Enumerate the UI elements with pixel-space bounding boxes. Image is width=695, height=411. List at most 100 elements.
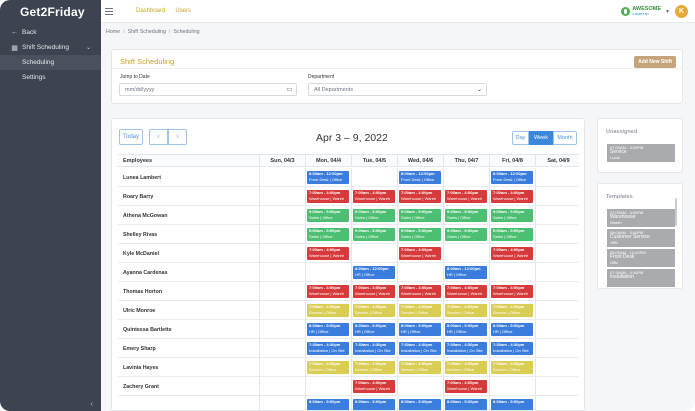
shift-block[interactable]: 9:00am - 5:00pm Sales | Office [307, 228, 349, 241]
shift-block[interactable]: 8:00am - 12:00pm Front Desk | Office [307, 171, 349, 184]
shift-block[interactable]: 9:00am - 5:00pm Sales | Office [399, 209, 441, 222]
template-card[interactable]: 08:00AM - 5:00PM Customer Service Offic [607, 229, 675, 247]
shift-block[interactable]: 7:00am - 4:00pm Warehouse | Wareh [445, 380, 487, 393]
shift-block[interactable]: 7:00am - 4:00pm Service | Office [445, 304, 487, 317]
shift-block[interactable]: 7:30am - 4:30pm Installation | On Site [307, 342, 349, 355]
employee-name[interactable]: Kyle McDaniel [123, 250, 159, 257]
collapse-chevron-icon[interactable]: ‹ [90, 399, 93, 408]
shift-label: HR | Office [355, 329, 375, 334]
shift-block[interactable]: 7:00am - 4:00pm Warehouse | Wareh [353, 380, 395, 393]
sidebar-item-settings[interactable]: Settings [0, 70, 101, 85]
shift-block[interactable]: 9:00am - 5:00pm Sales | Office [353, 209, 395, 222]
shift-block[interactable]: 7:00am - 4:00pm Service | Office [491, 361, 533, 374]
shift-block[interactable]: 7:00am - 4:00pm Service | Office [307, 304, 349, 317]
shift-block[interactable]: 7:30am - 4:30pm Installation | On Site [353, 342, 395, 355]
shift-block[interactable]: 8:00am - 5:00pm HR | Office [353, 323, 395, 336]
sidebar-item-scheduling[interactable]: Scheduling [0, 55, 101, 70]
view-month-button[interactable]: Month [553, 131, 577, 145]
hamburger-menu-icon[interactable] [105, 7, 113, 15]
nav-link-users[interactable]: Users [175, 8, 192, 14]
templates-scrollbar[interactable] [675, 198, 677, 226]
view-day-button[interactable]: Day [512, 131, 529, 145]
shift-block[interactable]: 8:00am - 12:00pm Front Desk | Office [399, 171, 441, 184]
shift-block[interactable]: 8:00am - 12:00pm Front Desk | Office [491, 171, 533, 184]
employee-name[interactable]: Lavinia Hayes [123, 364, 159, 371]
employee-name[interactable]: Thomas Horton [123, 288, 163, 295]
caret-down-icon[interactable]: ▼ [665, 9, 670, 15]
shift-block[interactable]: 8:00am - 5:00pm HR | Office [399, 323, 441, 336]
shift-block[interactable]: 9:00am - 5:00pm Sales | Office [353, 228, 395, 241]
employee-name[interactable]: Shelley Rivas [123, 231, 158, 238]
date-input[interactable]: mm/dd/yyyy ▭ [119, 83, 297, 96]
shift-block[interactable]: 7:00am - 4:00pm Service | Office [353, 361, 395, 374]
add-new-shift-button[interactable]: Add New Shift [634, 56, 676, 68]
sidebar-item-shift-scheduling[interactable]: ▦ Shift Scheduling ⌄ [0, 40, 101, 55]
shift-block[interactable]: 8:00am - 5:00pm [307, 399, 349, 410]
shift-block[interactable]: 8:00am - 5:00pm [399, 399, 441, 410]
shift-block[interactable]: 9:00am - 5:00pm Sales | Office [445, 228, 487, 241]
shift-time: 8:00am - 5:00pm [309, 399, 341, 404]
user-avatar[interactable]: K [675, 5, 688, 18]
template-card[interactable]: 08:00AM - 12:00PM Front Desk Offic [607, 249, 675, 267]
template-card[interactable]: 07:30AM - 4:30PM Installation [607, 269, 675, 287]
column-header-employees: Employees [123, 158, 153, 164]
employee-name[interactable]: Quintessa Bartlette [123, 326, 172, 333]
shift-block[interactable]: 7:00am - 4:00pm Warehouse | Wareh [399, 285, 441, 298]
shift-block[interactable]: 7:00am - 4:00pm Warehouse | Wareh [307, 190, 349, 203]
shift-block[interactable]: 8:00am - 5:00pm HR | Office [491, 323, 533, 336]
shift-block[interactable]: 7:00am - 4:00pm Warehouse | Wareh [491, 247, 533, 260]
shift-block[interactable]: 7:00am - 4:00pm Warehouse | Wareh [399, 247, 441, 260]
shift-block[interactable]: 7:00am - 4:00pm Warehouse | Wareh [445, 190, 487, 203]
shift-block[interactable]: 7:00am - 4:00pm Warehouse | Wareh [353, 285, 395, 298]
shift-block[interactable]: 9:00am - 5:00pm Sales | Office [491, 209, 533, 222]
shift-block[interactable]: 7:30am - 4:30pm Installation | On Site [399, 342, 441, 355]
shift-block[interactable]: 9:00am - 5:00pm Sales | Office [399, 228, 441, 241]
unassigned-shift-card[interactable]: 07:00AM - 3:00PM Service Local [607, 144, 675, 162]
employee-name[interactable]: Zachery Grant [123, 383, 159, 390]
shift-block[interactable]: 7:00am - 4:00pm Service | Office [445, 361, 487, 374]
shift-block[interactable]: 8:00am - 5:00pm [491, 399, 533, 410]
employee-name[interactable]: Ayanna Cardenas [123, 269, 168, 276]
department-select[interactable]: All Departments ⌄ [308, 83, 487, 96]
employee-name[interactable]: Ulric Monroe [123, 307, 156, 314]
shift-block[interactable]: 8:00am - 5:00pm [445, 399, 487, 410]
shift-block[interactable]: 8:00am - 12:00pm HR | Office [445, 266, 487, 279]
shift-block[interactable]: 7:00am - 4:00pm Service | Office [399, 361, 441, 374]
shift-block[interactable]: 9:00am - 5:00pm Sales | Office [307, 209, 349, 222]
breadcrumb-home[interactable]: Home [106, 29, 121, 35]
shift-block[interactable]: 7:00am - 4:00pm Service | Office [399, 304, 441, 317]
view-week-button[interactable]: Week [529, 131, 553, 145]
shift-block[interactable]: 7:00am - 4:00pm Warehouse | Wareh [307, 247, 349, 260]
shift-block[interactable]: 9:00am - 5:00pm Sales | Office [491, 228, 533, 241]
shift-block[interactable]: 7:30am - 4:30pm Installation | On Site [491, 342, 533, 355]
shift-block[interactable]: 7:00am - 4:00pm Warehouse | Wareh [307, 285, 349, 298]
shift-block[interactable]: 7:30am - 4:30pm Installation | On Site [445, 342, 487, 355]
employee-name[interactable]: Roary Barry [123, 193, 154, 200]
company-logo[interactable]: AWESOME COMPANY [621, 6, 661, 16]
shift-block[interactable]: 7:00am - 4:00pm Warehouse | Wareh [491, 285, 533, 298]
calendar-icon[interactable]: ▭ [286, 87, 292, 93]
employee-name[interactable]: Lunea Lambert [123, 174, 161, 181]
shift-block[interactable]: 8:00am - 5:00pm HR | Office [307, 323, 349, 336]
employee-name[interactable]: Athena McGowan [123, 212, 168, 219]
shift-block[interactable]: 7:00am - 4:00pm Warehouse | Wareh [399, 190, 441, 203]
shift-block[interactable]: 8:00am - 5:00pm HR | Office [445, 323, 487, 336]
shift-block[interactable]: 7:00am - 4:00pm Service | Office [353, 304, 395, 317]
shift-block[interactable]: 8:00am - 12:00pm HR | Office [353, 266, 395, 279]
shift-block[interactable]: 7:00am - 4:00pm Service | Office [491, 304, 533, 317]
sidebar-back[interactable]: ← Back [0, 25, 101, 40]
shift-block[interactable]: 8:00am - 5:00pm [353, 399, 395, 410]
brand-logo[interactable]: Get2Friday [20, 4, 85, 19]
breadcrumb-shift-scheduling[interactable]: Shift Scheduling [127, 29, 166, 35]
template-card[interactable]: 07:00AM - 4:00PM Warehouse Wareh [607, 209, 675, 227]
today-button[interactable]: Today [119, 129, 143, 145]
shift-block[interactable]: 7:00am - 4:00pm Warehouse | Wareh [353, 190, 395, 203]
shift-block[interactable]: 7:00am - 4:00pm Warehouse | Wareh [491, 190, 533, 203]
shift-block[interactable]: 7:00am - 4:00pm Service | Office [307, 361, 349, 374]
prev-week-button[interactable]: ‹ [149, 129, 168, 145]
shift-block[interactable]: 7:00am - 4:00pm Warehouse | Wareh [445, 285, 487, 298]
shift-block[interactable]: 9:00am - 5:00pm Sales | Office [445, 209, 487, 222]
employee-name[interactable]: Emery Sharp [123, 345, 156, 352]
next-week-button[interactable]: › [168, 129, 187, 145]
nav-link-dashboard[interactable]: Dashboard [136, 8, 166, 14]
